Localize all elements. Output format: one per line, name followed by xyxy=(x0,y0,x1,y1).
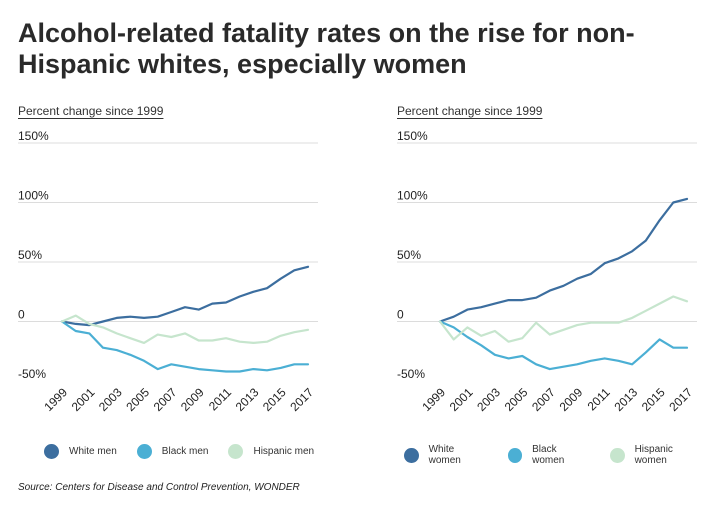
right-xtick-label: 2005 xyxy=(502,385,531,414)
legend-item-white-women: White women xyxy=(404,444,488,466)
right-series-line-hispanic-women xyxy=(438,295,689,343)
left-xtick-label: 2003 xyxy=(96,385,125,414)
right-xtick-label: 2003 xyxy=(474,385,503,414)
legend-swatch-white-women xyxy=(404,447,419,463)
legend-swatch-black-men xyxy=(136,444,152,459)
legend-swatch-hispanic-women xyxy=(609,447,625,463)
right-xtick-label: 2017 xyxy=(666,385,695,414)
legend-item-hispanic-women: Hispanic women xyxy=(609,444,706,466)
left-xtick-label: 2009 xyxy=(178,385,207,414)
legend-label-black-women: Black women xyxy=(532,444,565,466)
left-xtick-label: 2007 xyxy=(151,385,180,414)
right-xtick-label: 2011 xyxy=(585,385,613,413)
legend-swatch-white-men xyxy=(44,444,59,459)
left-ytick-label: 100% xyxy=(18,189,49,203)
left-ytick-label: 150% xyxy=(18,129,49,143)
right-legend: White women Black women Hispanic women xyxy=(404,444,726,466)
right-ytick-label: -50% xyxy=(397,367,425,381)
left-series-line-white-men xyxy=(60,265,310,327)
left-xtick-label: 2015 xyxy=(260,385,289,414)
legend-label-white-women: White women xyxy=(428,444,461,466)
legend-item-black-men: Black men xyxy=(136,444,209,459)
legend-label-hispanic-women: Hispanic women xyxy=(634,444,673,466)
right-xtick-label: 2013 xyxy=(611,385,640,414)
right-xtick-label: 2015 xyxy=(639,385,668,414)
legend-label-black-men: Black men xyxy=(161,446,209,457)
legend-item-hispanic-men: Hispanic men xyxy=(228,444,314,459)
legend-item-white-men: White men xyxy=(44,444,117,459)
left-legend: White men Black men Hispanic men xyxy=(44,444,334,459)
left-chart-ylabel: Percent change since 1999 xyxy=(18,104,164,118)
left-series-line-black-men xyxy=(60,320,310,373)
legend-item-black-women: Black women xyxy=(507,444,590,466)
left-xtick-label: 2013 xyxy=(233,385,262,414)
left-ytick-label: 50% xyxy=(18,248,42,262)
left-ytick-label: -50% xyxy=(18,367,46,381)
legend-swatch-hispanic-men xyxy=(228,444,244,459)
right-chart-ylabel: Percent change since 1999 xyxy=(397,104,543,118)
left-xtick-label: 2001 xyxy=(69,385,98,414)
right-ytick-label: 150% xyxy=(397,129,428,143)
chart-title: Alcohol-related fatality rates on the ri… xyxy=(18,18,635,79)
right-series-line-black-women xyxy=(438,320,689,371)
left-xtick-label: 2005 xyxy=(123,385,152,414)
right-xtick-label: 2009 xyxy=(557,385,586,414)
legend-swatch-black-women xyxy=(507,447,523,463)
source-note: Source: Centers for Disease and Control … xyxy=(18,482,300,493)
charts-canvas: -50%050%100%150%199920012003200520072009… xyxy=(18,129,697,414)
left-ytick-label: 0 xyxy=(18,308,25,322)
right-ytick-label: 50% xyxy=(397,248,421,262)
legend-label-hispanic-men: Hispanic men xyxy=(253,446,315,457)
right-xtick-label: 2007 xyxy=(529,385,558,414)
legend-label-white-men: White men xyxy=(69,446,117,457)
left-xtick-label: 2011 xyxy=(206,385,234,413)
left-xtick-label: 1999 xyxy=(41,385,70,414)
right-ytick-label: 0 xyxy=(397,308,404,322)
left-series-line-hispanic-men xyxy=(60,314,310,344)
right-xtick-label: 2001 xyxy=(447,385,476,414)
right-ytick-label: 100% xyxy=(397,189,428,203)
right-series-line-white-women xyxy=(438,197,689,323)
right-xtick-label: 1999 xyxy=(419,385,448,414)
left-xtick-label: 2017 xyxy=(287,385,316,414)
